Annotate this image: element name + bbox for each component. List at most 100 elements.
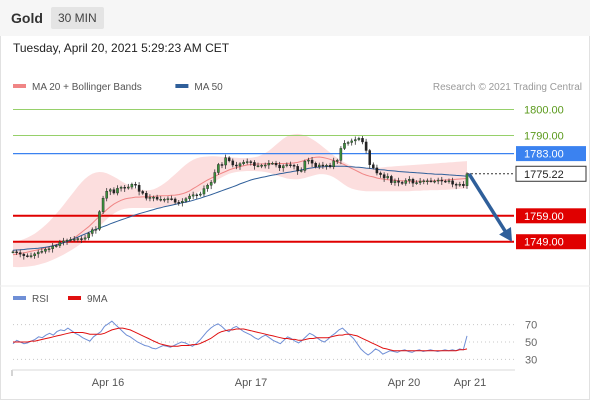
candle-body — [177, 202, 181, 204]
candle-body — [317, 164, 321, 168]
x-axis-label-1: Apr 16 — [92, 377, 124, 389]
rsi-tick-30: 30 — [525, 354, 537, 366]
forecast-arrow-shaft — [467, 172, 510, 237]
candle-body — [422, 180, 426, 183]
candle-body — [105, 190, 108, 199]
candle-body — [390, 176, 393, 183]
candle-body — [245, 161, 249, 163]
x-axis-label-4: Apr 21 — [454, 377, 486, 389]
candle-body — [33, 253, 36, 256]
candle-body — [289, 164, 292, 166]
candle-body — [346, 142, 350, 144]
candle-body — [310, 159, 314, 164]
candle-body — [400, 182, 404, 184]
candle-body — [94, 229, 98, 231]
candle-body — [260, 165, 263, 167]
candle-body — [112, 189, 116, 194]
candle-body — [191, 194, 195, 197]
candle-body — [372, 164, 375, 169]
candle-body — [325, 165, 328, 167]
candle-body — [303, 160, 307, 171]
chart-header: Gold 30 MIN — [0, 0, 590, 36]
rsi-legend-swatch-2 — [68, 296, 81, 300]
candle-body — [465, 173, 469, 186]
level-label-1749.00: 1749.00 — [524, 237, 564, 249]
candle-body — [98, 211, 101, 230]
candle-body — [141, 191, 144, 194]
legend-label-2: MA 50 — [194, 82, 223, 93]
last-price-label: 1775.22 — [524, 169, 564, 181]
last-price-box — [515, 165, 587, 182]
candle-body — [411, 179, 415, 184]
candle-body — [155, 196, 159, 200]
candle-body — [444, 180, 447, 183]
candle-body — [436, 179, 440, 182]
candle-body — [382, 174, 386, 179]
candle-body — [238, 163, 242, 167]
candle-body — [206, 185, 209, 189]
candle-body — [361, 138, 364, 143]
candle-body — [90, 229, 94, 234]
candle-body — [447, 180, 451, 183]
candle-body — [285, 164, 289, 166]
candle-body — [152, 196, 155, 199]
candle-body — [271, 162, 274, 165]
candle-body — [47, 248, 51, 250]
candle-body — [159, 199, 163, 201]
rsi-series-rsi — [12, 320, 468, 356]
candle-body — [256, 165, 260, 167]
candle-body — [354, 139, 357, 142]
candle-body — [227, 157, 231, 162]
candle-body — [267, 162, 271, 166]
level-label-1790.00: 1790.00 — [524, 130, 564, 142]
candle-body — [44, 249, 47, 252]
level-label-1783.00: 1783.00 — [524, 149, 564, 161]
candle-body — [65, 239, 69, 242]
candle-body — [296, 166, 299, 172]
candle-body — [375, 167, 379, 174]
candle-body — [292, 165, 296, 167]
candle-body — [123, 187, 126, 189]
candle-body — [364, 141, 368, 151]
legend-label-1: MA 20 + Bollinger Bands — [32, 82, 142, 93]
level-label-1800.00: 1800.00 — [524, 105, 564, 117]
candle-body — [130, 183, 134, 188]
candle-body — [36, 251, 40, 255]
timeframe-button[interactable]: 30 MIN — [51, 7, 104, 29]
instrument-title: Gold — [11, 10, 43, 26]
copyright-text: Research © 2021 Trading Central — [433, 82, 582, 93]
candle-body — [166, 198, 170, 200]
candle-body — [83, 237, 87, 240]
candle-body — [235, 164, 238, 167]
candle-body — [217, 164, 220, 173]
candle-body — [249, 161, 253, 163]
candle-body — [397, 180, 400, 183]
legend-swatch-2 — [175, 84, 189, 88]
candle-body — [80, 238, 83, 240]
candle-body — [426, 180, 429, 183]
level-box-1749.00 — [516, 234, 586, 250]
candle-body — [386, 176, 390, 179]
candle-body — [404, 180, 408, 184]
rsi-series-9ma — [13, 327, 468, 352]
candle-body — [332, 160, 335, 168]
candle-body — [307, 159, 310, 162]
candle-body — [18, 252, 22, 255]
candle-body — [274, 162, 278, 166]
rsi-tick-70: 70 — [525, 320, 537, 332]
candle-body — [137, 185, 141, 192]
candle-body — [451, 180, 454, 185]
candle-body — [418, 180, 422, 183]
candle-body — [29, 255, 33, 257]
legend-swatch-1 — [13, 84, 26, 88]
candle-body — [184, 198, 188, 202]
candle-body — [379, 172, 382, 175]
candle-body — [357, 138, 361, 140]
candle-body — [145, 193, 148, 199]
level-box-1759.00 — [516, 208, 586, 224]
candle-body — [72, 238, 76, 241]
candle-body — [393, 180, 397, 183]
candle-body — [429, 180, 433, 183]
candle-body — [58, 242, 62, 246]
